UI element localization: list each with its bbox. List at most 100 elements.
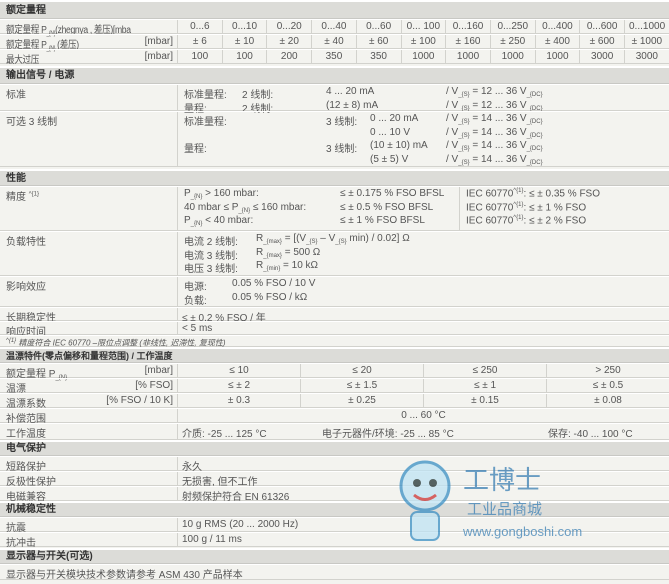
range-cell: 3000 xyxy=(579,50,624,63)
watermark-url: www.gongboshi.com xyxy=(463,524,583,539)
line-d: / V_{S} = 14 ... 36 V_{DC} xyxy=(446,153,543,166)
line: 电流 2 线制: R_{max} = [(V_{S} – V_{S} min) /… xyxy=(182,233,665,248)
line-b: 0.05 % FSO / 10 V xyxy=(232,278,316,289)
range-cell: 0...160 xyxy=(445,20,490,33)
range-cell: ± 100 xyxy=(400,35,446,48)
row-label: 抗冲击 xyxy=(6,538,36,549)
line-b: 2 线制: xyxy=(242,103,274,115)
line-d: / V_{S} = 14 ... 36 V_{DC} xyxy=(446,113,543,125)
line-a: 量程: xyxy=(184,144,207,155)
row-label: 抗震 xyxy=(6,523,26,534)
thermal-row: 额定量程 P_{N} [mbar] ≤ 10 ≤ 20 ≤ 250 > 250 xyxy=(0,363,669,381)
row-label: 短路保护 xyxy=(6,462,46,473)
range-cell: ± 160 xyxy=(445,35,490,48)
range-cell: 0...1000 xyxy=(624,20,669,33)
line-b: ≤ ± 0.175 % FSO BFSL xyxy=(340,188,445,199)
thermal-cell: ≤ ± 2 xyxy=(177,379,300,392)
row-response: 响应时间 < 5 ms xyxy=(0,321,669,338)
range-cell: 3000 xyxy=(624,50,669,63)
line-d: / V_{S} = 14 ... 36 V_{DC} xyxy=(446,126,543,139)
line-d: / V_{S} = 12 ... 36 V_{DC} xyxy=(446,99,543,112)
line-b: 3 线制: xyxy=(326,117,358,128)
thermal-row: 温漂 [% FSO] ≤ ± 2 ≤ ± 1.5 ≤ ± 1 ≤ ± 0.5 xyxy=(0,378,669,395)
spec-row: 反极性保护 无损害, 但不工作 xyxy=(0,471,669,488)
range-cell: 350 xyxy=(311,50,356,63)
line: 量程: 2 线制: (12 ± 8) mA / V_{S} = 12 ... 36 V… xyxy=(182,99,665,115)
line: 电流 3 线制: R_{max} = 500 Ω xyxy=(182,247,665,262)
spec-row: 电磁兼容 射频保护符合 EN 61326 xyxy=(0,486,669,503)
value: 0 ... 60 °C xyxy=(177,409,669,422)
line-a: 电源: xyxy=(184,282,207,293)
section-thermal: 温漂特件(零点偏移和量程范围) / 工作温度 xyxy=(0,347,669,363)
row-load: 负载特性 电流 2 线制: R_{max} = [(V_{S} – V_{S} m… xyxy=(0,231,669,276)
unit: [mbar] xyxy=(144,36,173,47)
line: IEC 60770^{1}: ≤ ± 1 % FSO xyxy=(464,202,665,216)
label: 影响效应 xyxy=(6,282,46,293)
row-value: 10 g RMS (20 ... 2000 Hz) xyxy=(177,518,669,531)
line-c: (12 ± 8) mA xyxy=(326,99,379,111)
media-temp: 介质: -25 ... 125 °C xyxy=(182,429,267,440)
range-cell: 0... 100 xyxy=(400,20,446,33)
value: ≤ ± 0.2 % FSO / 年 xyxy=(177,308,669,324)
line: P_{N} < 40 mbar: ≤ ± 1 % FSO BFSL xyxy=(182,215,455,229)
row-label: 最大过压 xyxy=(0,50,177,66)
line-c: IEC 60770^{1}: ≤ ± 0.35 % FSO xyxy=(466,188,600,200)
range-cell: 200 xyxy=(266,50,311,63)
line-a: P_{N} < 40 mbar: xyxy=(184,215,254,227)
row-label: 温漂 xyxy=(6,384,26,395)
label: 精度 ^{1} xyxy=(6,191,39,203)
range-cell: ± 600 xyxy=(579,35,624,48)
thermal-cell: ± 0.08 xyxy=(546,394,669,407)
line-c: 0 ... 20 mA xyxy=(370,113,419,124)
section-performance: 性能 xyxy=(0,169,669,186)
robot-mascot-icon xyxy=(399,460,451,541)
line-a: P_{N} > 160 mbar: xyxy=(184,188,259,200)
range-cell: 1000 xyxy=(400,50,446,63)
row-label-text: 最大过压 xyxy=(6,55,40,66)
line: IEC 60770^{1}: ≤ ± 2 % FSO xyxy=(464,215,665,229)
line-a: 电流 2 线制: xyxy=(184,237,238,248)
label: 工作温度 xyxy=(6,429,46,440)
spec-row: 抗冲击 100 g / 11 ms xyxy=(0,532,669,549)
line-b: 0.05 % FSO / kΩ xyxy=(232,291,308,303)
line: 电源: 0.05 % FSO / 10 V xyxy=(182,278,665,293)
range-cell: 0...400 xyxy=(534,20,580,33)
line: 量程: 3 线制: (10 ± 10) mA / V_{S} = 14 ... 36 … xyxy=(182,140,665,155)
section-display: 显示器与开关(可选) xyxy=(0,548,669,564)
line: 电压 3 线制: R_{min} = 10 kΩ xyxy=(182,260,665,275)
range-cell: ± 40 xyxy=(311,35,356,48)
range-cell: ± 10 xyxy=(221,35,267,48)
thermal-cell: ≤ ± 0.5 xyxy=(546,379,669,392)
row-optional-output: 可选 3 线制 标准量程: 3 线制: 0 ... 20 mA / V_{S} = 1… xyxy=(0,111,669,167)
storage-temp: 保存: -40 ... 100 °C xyxy=(548,429,633,440)
row-value: 无损害, 但不工作 xyxy=(177,472,669,488)
line: (5 ± 5) V / V_{S} = 14 ... 36 V_{DC} xyxy=(182,154,665,168)
range-cell: 1000 xyxy=(534,50,580,63)
rated-range-row: 额定量程 P_{N}(zhegnya , 差压)[mba 0...6 0...10… xyxy=(0,19,669,37)
label: 标准 xyxy=(6,90,26,101)
line-b: 3 线制: xyxy=(326,144,358,155)
accuracy-iec: IEC 60770^{1}: ≤ ± 0.35 % FSO IEC 60770^{… xyxy=(459,187,669,230)
line-b: ≤ ± 0.5 % FSO BFSL xyxy=(340,201,434,213)
accuracy-values: P_{N} > 160 mbar: ≤ ± 0.175 % FSO BFSL 40 … xyxy=(177,187,459,230)
label: 可选 3 线制 xyxy=(6,117,58,128)
range-cell: ± 1000 xyxy=(624,35,669,48)
range-cell: 0...6 xyxy=(177,20,222,33)
row-label: 额定量程 P_{N}(zhegnya , 差压)[mba xyxy=(0,20,177,37)
line: 40 mbar ≤ P_{N} ≤ 160 mbar: ≤ ± 0.5 % FSO… xyxy=(182,202,455,216)
range-cell: 1000 xyxy=(445,50,490,63)
range-cell: 0...40 xyxy=(311,20,356,33)
range-cell: ± 400 xyxy=(534,35,580,48)
section-electrical: 电气保护 xyxy=(0,440,669,456)
watermark-sub: 工业品商城 xyxy=(467,501,543,518)
unit: [% FSO / 10 K] xyxy=(106,395,173,406)
line-d: / V_{S} = 12 ... 36 V_{DC} xyxy=(446,86,543,98)
watermark-brand: 工博士 xyxy=(463,466,542,496)
thermal-cell: ± 0.25 xyxy=(300,394,423,407)
row-label: 反极性保护 xyxy=(6,477,56,488)
line-c: (5 ± 5) V xyxy=(370,153,409,165)
row-label: 电磁兼容 xyxy=(6,492,46,503)
section-output: 输出信号 / 电源 xyxy=(0,66,669,84)
row-accuracy: 精度 ^{1} P_{N} > 160 mbar: ≤ ± 0.175 % FSO… xyxy=(0,186,669,231)
label: 长期稳定性 xyxy=(6,313,56,324)
